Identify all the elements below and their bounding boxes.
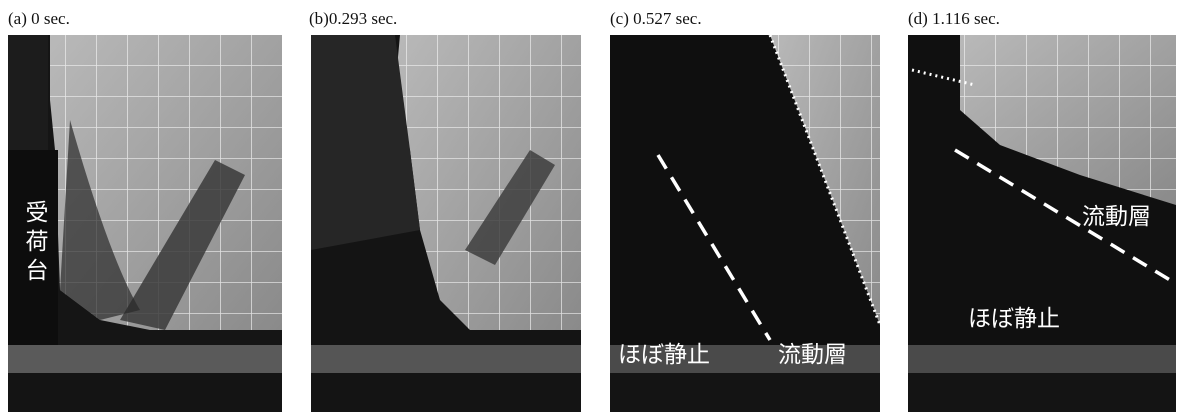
panel-label: 流動層 [778,342,847,368]
photo-panel [311,35,581,412]
panel-label: 受荷台 [21,200,49,287]
panel-label: 流動層 [1082,204,1151,230]
figure: (a) 0 sec. (b)0.293 sec. (c) 0.527 sec. … [0,0,1179,414]
caption: (c) 0.527 sec. [610,9,702,28]
photo-panel: 受荷台 [8,35,282,412]
caption: (b)0.293 sec. [309,9,397,28]
panel-label: ほぼ静止 [618,342,710,368]
photo-panel: ほぼ静止 流動層 [610,35,880,412]
caption: (a) 0 sec. [8,9,70,28]
panel-label: ほぼ静止 [968,306,1060,332]
caption: (d) 1.116 sec. [908,9,1000,28]
photo-panel: 流動層 ほぼ静止 [908,35,1176,412]
